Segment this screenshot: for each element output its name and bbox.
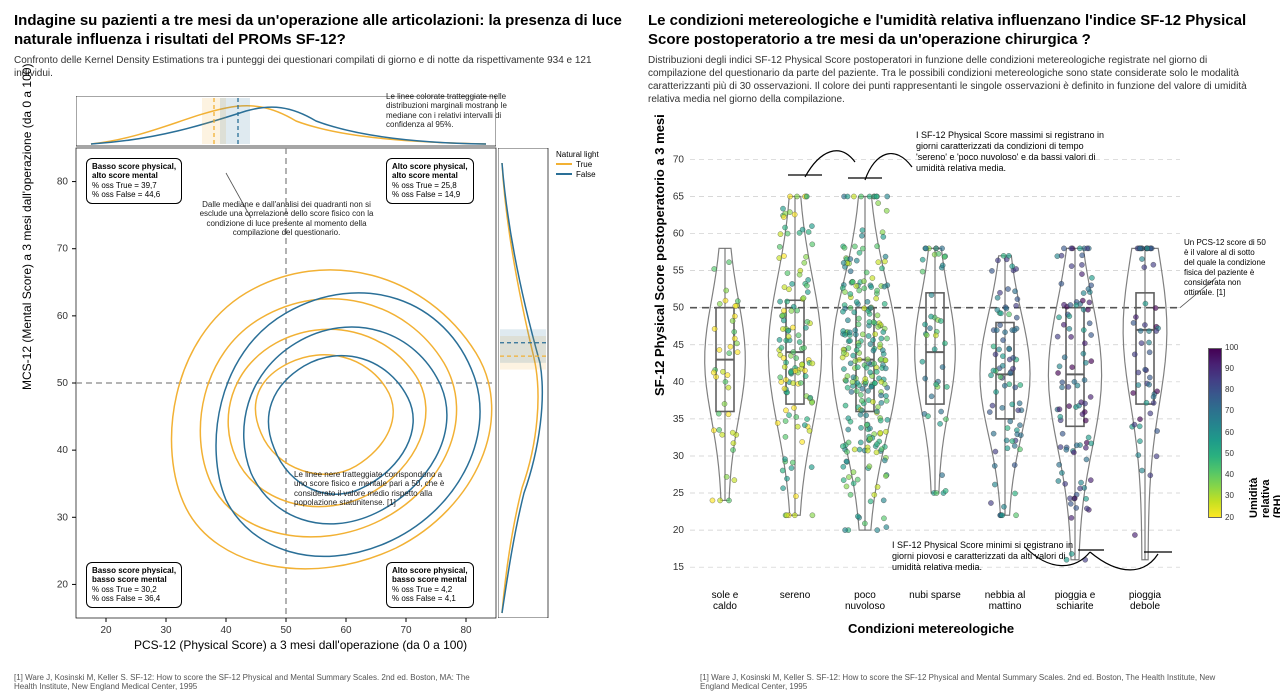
right-panel: Le condizioni metereologiche e l'umidità… xyxy=(640,0,1280,698)
annot-top: I SF-12 Physical Score massimi si regist… xyxy=(916,130,1106,175)
annot-median: Dalle mediane e dall'analisi dei quadran… xyxy=(199,200,374,238)
colorbar-tick: 80 xyxy=(1225,385,1234,394)
colorbar-tick: 90 xyxy=(1225,364,1234,373)
svg-text:60: 60 xyxy=(340,625,352,636)
left-chart-area: 2030405060708020304050607080 MCS-12 (Men… xyxy=(14,90,626,680)
svg-text:40: 40 xyxy=(673,376,685,387)
svg-text:debole: debole xyxy=(1130,601,1160,612)
svg-text:20: 20 xyxy=(673,525,685,536)
left-footnote: [1] Ware J, Kosinski M, Keller S. SF-12:… xyxy=(14,673,494,692)
left-x-axis-label: PCS-12 (Physical Score) a 3 mesi dall'op… xyxy=(134,638,467,652)
annot-ref-right: Un PCS-12 score di 50 è il valore al di … xyxy=(1184,238,1266,298)
quad-box-top-right: Alto score physical,alto score mental% o… xyxy=(386,158,474,204)
svg-text:30: 30 xyxy=(673,450,685,461)
svg-text:40: 40 xyxy=(220,625,232,636)
left-panel: Indagine su pazienti a tre mesi da un'op… xyxy=(0,0,640,698)
colorbar: 2030405060708090100 Umidità relativa (RH… xyxy=(1208,348,1222,518)
svg-text:80: 80 xyxy=(460,625,472,636)
violin-plot: 152025303540455055606570sole ecaldoseren… xyxy=(690,132,1180,602)
svg-text:poco: poco xyxy=(854,590,876,601)
annot-ref: Le linee nere tratteggiate corrispondono… xyxy=(294,470,454,508)
right-x-axis-label: Condizioni metereologiche xyxy=(848,621,1014,636)
svg-text:30: 30 xyxy=(57,512,69,523)
right-footnote: [1] Ware J, Kosinski M, Keller S. SF-12:… xyxy=(700,673,1230,692)
svg-text:45: 45 xyxy=(673,339,685,350)
svg-text:30: 30 xyxy=(160,625,172,636)
colorbar-tick: 50 xyxy=(1225,449,1234,458)
svg-text:35: 35 xyxy=(673,413,685,424)
colorbar-tick: 20 xyxy=(1225,513,1234,522)
right-y-axis-label: SF-12 Physical Score postoperatorio a 3 … xyxy=(652,114,667,396)
marginal-right xyxy=(498,148,550,618)
svg-text:40: 40 xyxy=(57,445,69,456)
svg-text:20: 20 xyxy=(100,625,112,636)
colorbar-tick: 60 xyxy=(1225,428,1234,437)
quad-box-bottom-right: Alto score physical,basso score mental% … xyxy=(386,562,474,608)
annot-bottom: I SF-12 Physical Score minimi si registr… xyxy=(892,540,1082,574)
svg-text:sole e: sole e xyxy=(712,590,739,601)
svg-text:50: 50 xyxy=(673,302,685,313)
right-title: Le condizioni metereologiche e l'umidità… xyxy=(648,12,1266,50)
svg-text:nuvoloso: nuvoloso xyxy=(845,601,885,612)
left-y-axis-label: MCS-12 (Mental Score) a 3 mesi dall'oper… xyxy=(20,63,34,389)
left-title: Indagine su pazienti a tre mesi da un'op… xyxy=(14,12,632,50)
svg-text:60: 60 xyxy=(57,310,69,321)
colorbar-tick: 40 xyxy=(1225,470,1234,479)
right-chart-area: 15 20 25 30 35 40 45 50 55 60 65 70 sole ecaldo seren… xyxy=(648,116,1266,646)
quad-box-bottom-left: Basso score physical,basso score mental%… xyxy=(86,562,182,608)
svg-text:80: 80 xyxy=(57,176,69,187)
svg-text:55: 55 xyxy=(673,265,685,276)
colorbar-tick: 70 xyxy=(1225,406,1234,415)
svg-text:70: 70 xyxy=(673,154,685,165)
legend-title: Natural light xyxy=(556,150,599,159)
svg-text:15: 15 xyxy=(673,562,685,573)
legend-item: False xyxy=(556,170,599,179)
svg-text:20: 20 xyxy=(57,579,69,590)
svg-text:50: 50 xyxy=(57,378,69,389)
colorbar-label: Umidità relativa (RH) xyxy=(1248,477,1280,517)
svg-text:50: 50 xyxy=(280,625,292,636)
svg-text:pioggia: pioggia xyxy=(1129,590,1162,601)
legend-item: True xyxy=(556,160,599,169)
svg-text:schiarite: schiarite xyxy=(1056,601,1094,612)
svg-text:60: 60 xyxy=(673,228,685,239)
svg-text:70: 70 xyxy=(400,625,412,636)
svg-text:65: 65 xyxy=(673,191,685,202)
quad-box-top-left: Basso score physical,alto score mental% … xyxy=(86,158,182,204)
svg-text:pioggia e: pioggia e xyxy=(1055,590,1096,601)
svg-text:sereno: sereno xyxy=(780,590,811,601)
colorbar-tick: 30 xyxy=(1225,491,1234,500)
svg-text:mattino: mattino xyxy=(989,601,1022,612)
legend: Natural light TrueFalse xyxy=(556,150,599,179)
colorbar-tick: 100 xyxy=(1225,343,1238,352)
svg-text:caldo: caldo xyxy=(713,601,737,612)
svg-text:25: 25 xyxy=(673,488,685,499)
right-subtitle: Distribuzioni degli indici SF-12 Physica… xyxy=(648,54,1266,106)
svg-text:nebbia al: nebbia al xyxy=(985,590,1026,601)
annot-marginal: Le linee colorate tratteggiate nelle dis… xyxy=(386,92,536,130)
svg-text:nubi sparse: nubi sparse xyxy=(909,590,961,601)
left-subtitle: Confronto delle Kernel Density Estimatio… xyxy=(14,54,632,80)
svg-text:70: 70 xyxy=(57,243,69,254)
